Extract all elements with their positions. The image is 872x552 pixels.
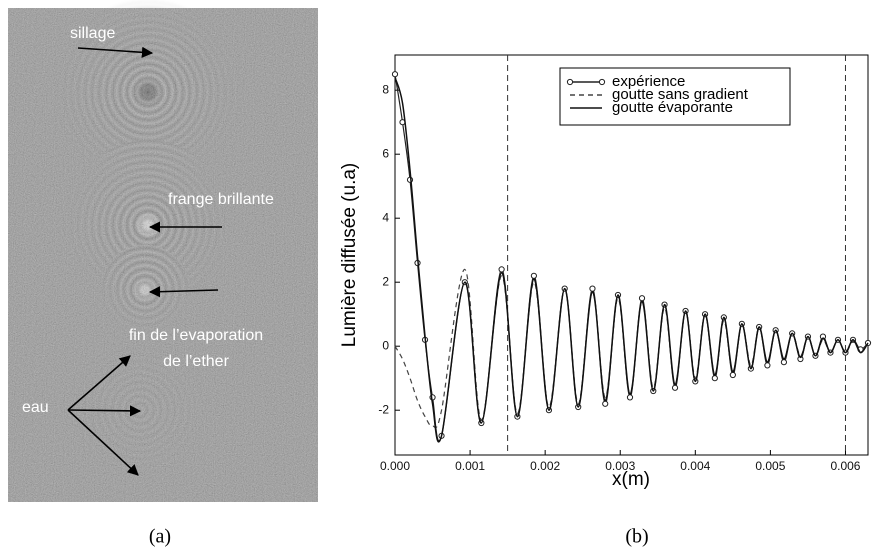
legend-marker (566, 78, 574, 86)
data-point (638, 295, 646, 302)
y-tick-label: 6 (382, 146, 389, 160)
data-point (711, 375, 718, 382)
legend-frame (559, 67, 791, 126)
y-tick-label: 8 (382, 82, 389, 96)
chart-panel: (b) x(m) Lumière diffusée (u.a) 0.000 0.0… (339, 54, 872, 548)
data-point (729, 371, 736, 379)
legend-label: goutte évaporante (612, 99, 733, 116)
data-point (589, 285, 596, 292)
data-point (671, 384, 679, 391)
y-axis-label: Lumière diffusée (u.a) (339, 163, 360, 347)
legend-marker (598, 78, 606, 86)
legend-label: goutte sans gradient (612, 86, 749, 103)
x-tick-label: 0.004 (680, 459, 710, 473)
y-tick-label: 4 (382, 210, 389, 224)
legend-label: expérience (612, 73, 685, 90)
caption: (b) (625, 526, 648, 548)
data-point (498, 266, 505, 273)
data-point (764, 362, 771, 369)
y-tick-label: 2 (382, 274, 389, 288)
annotation: sillage (70, 25, 115, 42)
x-axis-label: x(m) (612, 469, 650, 490)
data-point (602, 400, 609, 407)
series-line (394, 77, 869, 443)
x-tick-label: 0.001 (455, 459, 485, 473)
x-tick-label: 0.000 (380, 459, 410, 473)
image-panel: sillage frange brillante fin de l’evapor… (8, 0, 318, 548)
x-tick-label: 0.006 (830, 459, 860, 473)
x-tick-label: 0.003 (605, 459, 635, 473)
y-tick-label: -2 (378, 402, 389, 416)
x-tick-label: 0.005 (755, 459, 785, 473)
data-point (797, 355, 804, 363)
x-tick-label: 0.002 (530, 459, 560, 473)
annotation: eau (22, 399, 49, 416)
annotation: de l’ether (163, 353, 229, 370)
data-point (530, 272, 537, 279)
y-tick-label: 0 (382, 338, 389, 352)
data-point (626, 394, 634, 401)
data-point (391, 71, 399, 78)
data-point (780, 359, 788, 366)
plot-frame (394, 54, 869, 456)
annotation: frange brillante (168, 191, 274, 208)
series-line (394, 74, 869, 442)
annotation: fin de l’evaporation (129, 327, 263, 344)
caption: (a) (149, 526, 171, 548)
